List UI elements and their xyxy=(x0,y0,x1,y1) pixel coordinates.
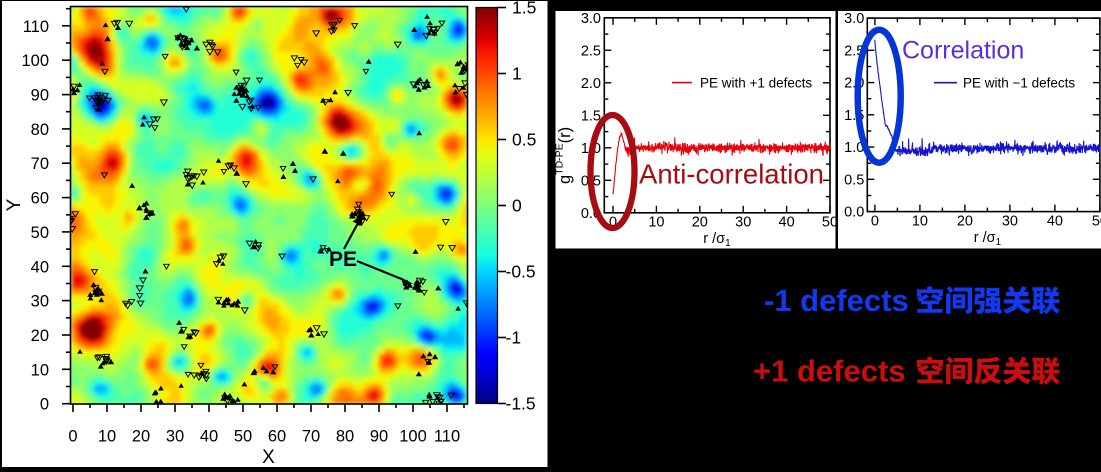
svg-text:1.5: 1.5 xyxy=(581,108,601,124)
svg-text:80: 80 xyxy=(31,121,49,139)
svg-text:3.0: 3.0 xyxy=(844,11,864,27)
svg-text:10: 10 xyxy=(98,428,116,446)
svg-text:40: 40 xyxy=(779,215,795,231)
svg-text:30: 30 xyxy=(735,215,751,231)
svg-text:20: 20 xyxy=(31,327,49,345)
svg-text:PE with −1 defects: PE with −1 defects xyxy=(963,76,1075,91)
svg-text:2.0: 2.0 xyxy=(581,76,601,92)
svg-text:-0.5: -0.5 xyxy=(506,262,536,282)
svg-text:20: 20 xyxy=(692,215,708,231)
svg-text:90: 90 xyxy=(31,87,49,105)
svg-text:0: 0 xyxy=(40,396,49,414)
svg-text:1.0: 1.0 xyxy=(844,140,864,156)
svg-text:100: 100 xyxy=(399,428,427,446)
svg-text:Anti-correlation: Anti-correlation xyxy=(639,159,824,190)
svg-text:40: 40 xyxy=(31,258,49,276)
svg-text:-1 defects: -1 defects xyxy=(764,283,909,318)
svg-text:r /σ1: r /σ1 xyxy=(974,230,1002,248)
svg-text:50: 50 xyxy=(31,224,49,242)
svg-text:10: 10 xyxy=(648,215,664,231)
svg-text:0: 0 xyxy=(871,214,879,230)
svg-text:1.5: 1.5 xyxy=(512,0,536,18)
svg-text:40: 40 xyxy=(1047,214,1063,230)
svg-text:30: 30 xyxy=(1002,214,1018,230)
svg-text:90: 90 xyxy=(370,428,388,446)
svg-text:100: 100 xyxy=(21,52,49,70)
svg-text:70: 70 xyxy=(302,428,320,446)
svg-text:10: 10 xyxy=(912,214,928,230)
svg-text:60: 60 xyxy=(268,428,286,446)
svg-text:60: 60 xyxy=(31,190,49,208)
svg-text:PE with +1 defects: PE with +1 defects xyxy=(700,76,812,91)
svg-text:0.0: 0.0 xyxy=(844,205,864,221)
svg-text:0: 0 xyxy=(609,215,617,231)
svg-text:20: 20 xyxy=(957,214,973,230)
svg-text:0.5: 0.5 xyxy=(844,172,864,188)
svg-text:110: 110 xyxy=(434,428,460,446)
svg-text:-1.5: -1.5 xyxy=(506,394,536,414)
svg-text:110: 110 xyxy=(23,18,49,36)
svg-text:0: 0 xyxy=(512,196,522,216)
svg-text:20: 20 xyxy=(132,428,150,446)
svg-text:Correlation: Correlation xyxy=(902,37,1024,65)
svg-text:10: 10 xyxy=(31,361,49,379)
svg-text:30: 30 xyxy=(166,428,184,446)
svg-text:50: 50 xyxy=(234,428,252,446)
svg-text:70: 70 xyxy=(31,155,49,173)
svg-text:3.0: 3.0 xyxy=(581,11,601,27)
svg-text:-1: -1 xyxy=(506,328,522,348)
svg-text:50: 50 xyxy=(1092,214,1101,230)
svg-text:Y: Y xyxy=(4,198,25,211)
svg-text:PE: PE xyxy=(329,248,357,271)
svg-text:50: 50 xyxy=(822,215,838,231)
svg-text:0.5: 0.5 xyxy=(512,130,536,150)
svg-text:80: 80 xyxy=(336,428,354,446)
svg-text:2.5: 2.5 xyxy=(581,43,601,59)
svg-text:X: X xyxy=(262,447,275,467)
svg-text:0: 0 xyxy=(68,428,77,446)
svg-text:1: 1 xyxy=(512,64,522,84)
svg-text:40: 40 xyxy=(200,428,218,446)
svg-text:+1 defects: +1 defects xyxy=(753,354,906,389)
svg-text:30: 30 xyxy=(31,293,49,311)
svg-text:r /σ1: r /σ1 xyxy=(703,231,731,249)
